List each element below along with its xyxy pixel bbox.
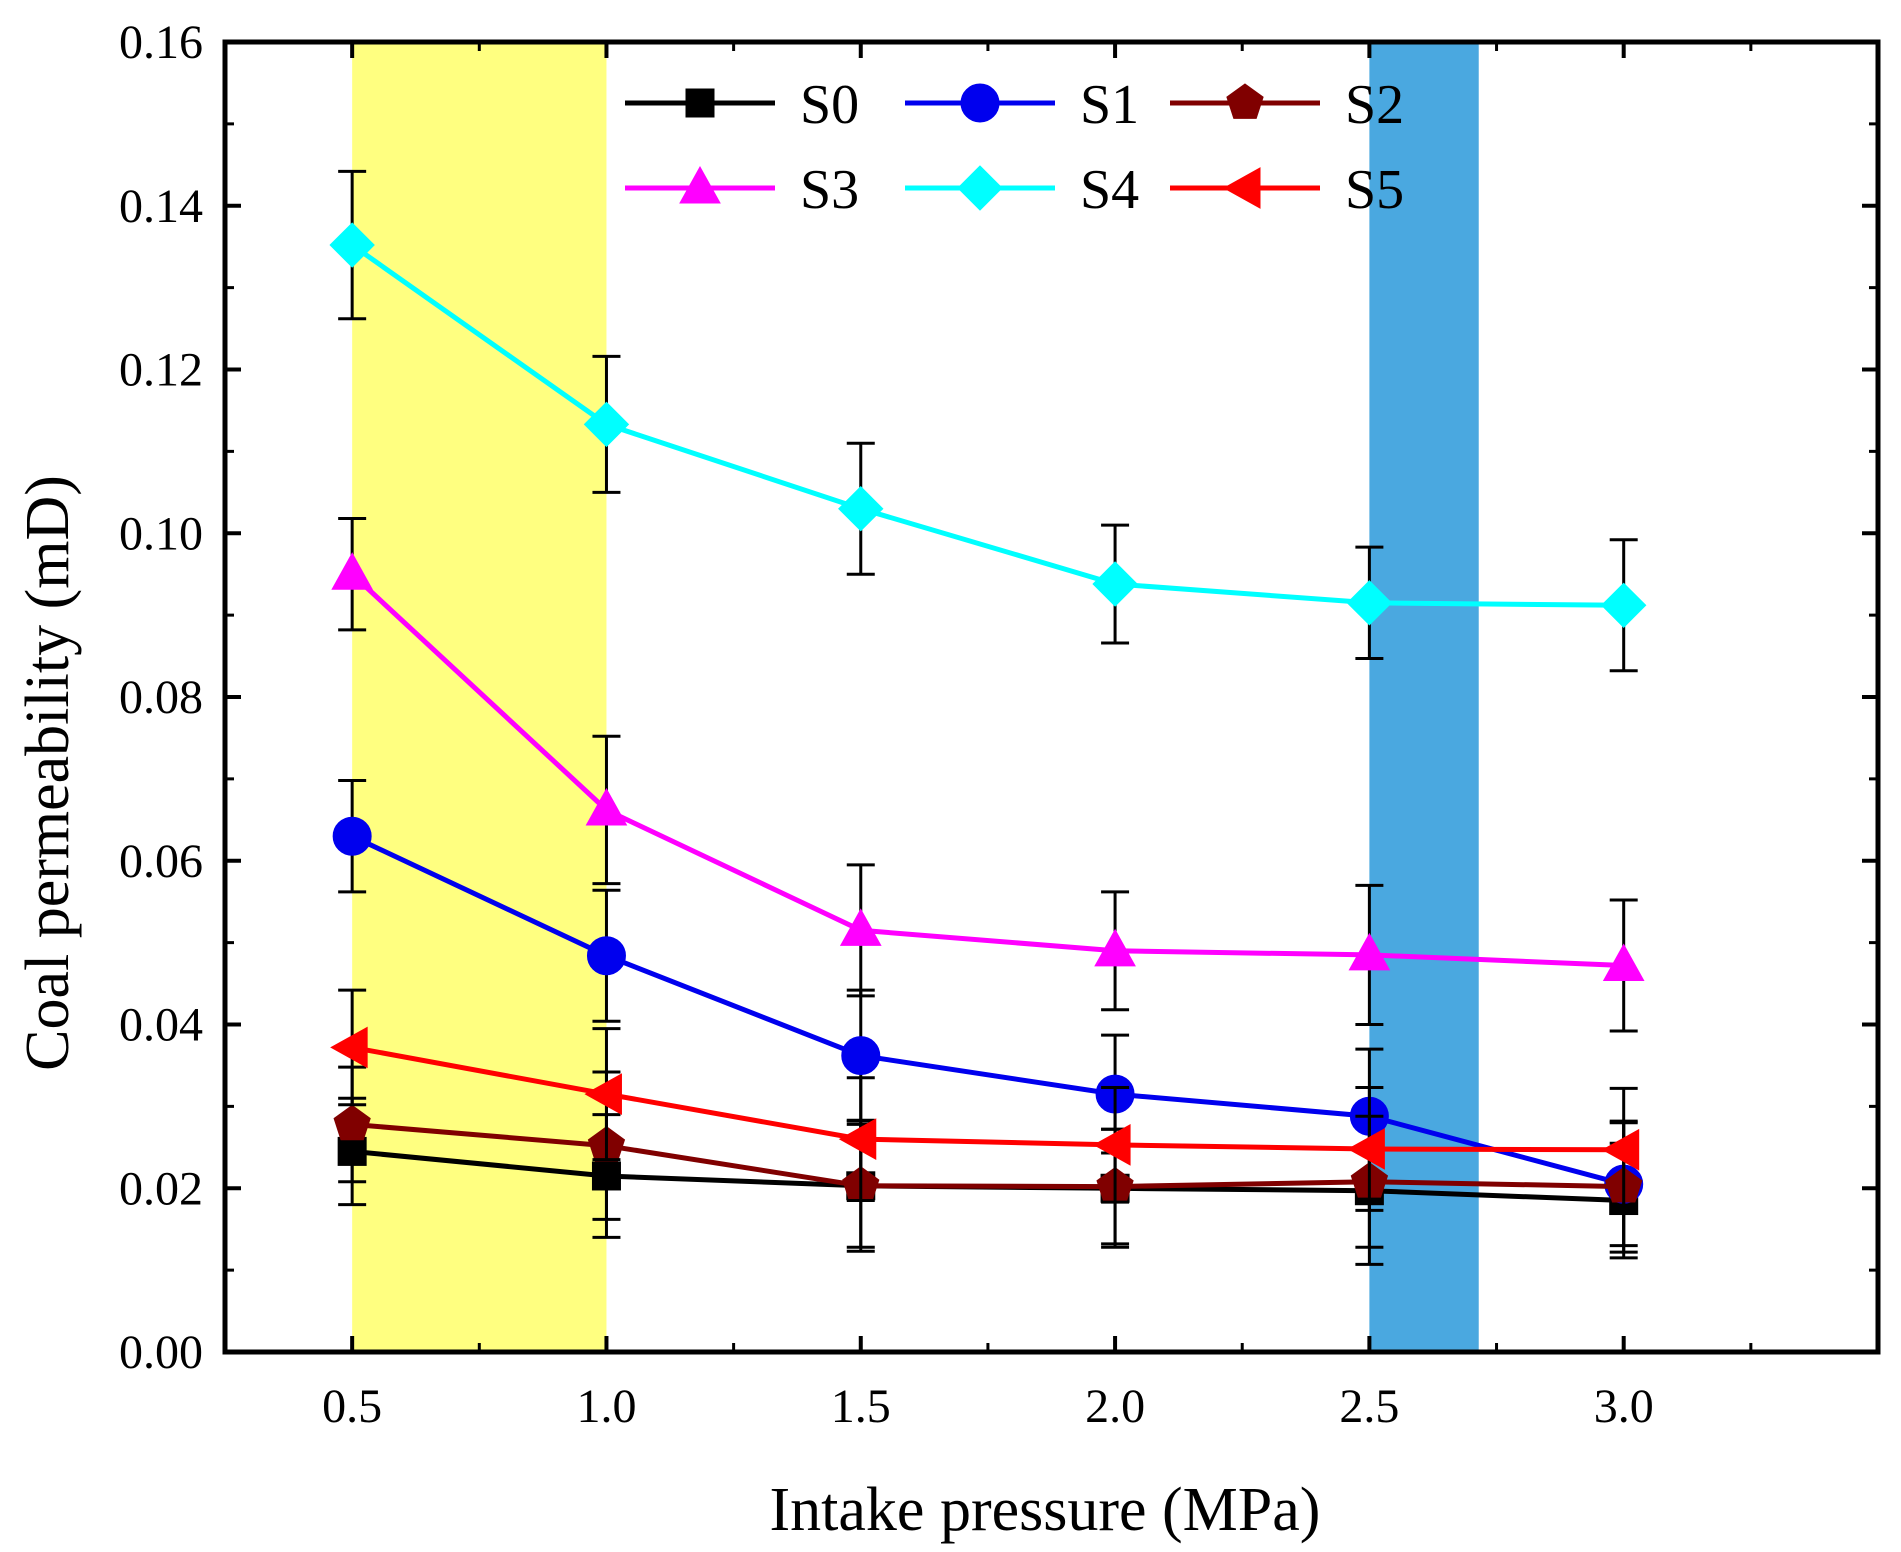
data-point-S3	[585, 787, 628, 826]
x-tick-label: 1.0	[576, 1380, 636, 1433]
series-S4	[329, 169, 1647, 673]
series-line-S5	[351, 1044, 1624, 1153]
legend: S0 S1 S2 S3 S4 S5	[625, 74, 1404, 221]
data-point-S4	[1346, 580, 1393, 626]
legend-label: S2	[1345, 74, 1404, 136]
data-point-S3	[1602, 943, 1645, 982]
x-axis-title: Intake pressure (MPa)	[770, 1476, 1321, 1544]
x-tick-label: 1.5	[831, 1380, 891, 1433]
data-point-S5	[330, 1026, 368, 1069]
data-point-S4	[1600, 582, 1647, 629]
legend-marker	[960, 83, 1000, 123]
shaded-region-1	[1369, 42, 1479, 1352]
series-line-S3	[350, 572, 1624, 968]
shaded-regions	[352, 42, 1479, 1352]
data-point-S4	[838, 485, 884, 532]
y-tick-label: 0.06	[119, 835, 203, 888]
y-tick-label: 0.02	[119, 1162, 203, 1215]
data-point-S2	[333, 1104, 371, 1141]
legend-marker	[1222, 167, 1261, 209]
series-S5	[330, 988, 1640, 1213]
legend-marker	[957, 165, 1003, 211]
data-point-S1	[332, 816, 372, 856]
data-point-S4	[1092, 561, 1138, 607]
legend-item-S3: S3	[625, 159, 859, 221]
y-tick-label: 0.08	[119, 671, 203, 724]
data-point-S5	[584, 1073, 622, 1115]
x-tick-label: 0.5	[322, 1380, 382, 1433]
x-tick-label: 2.0	[1085, 1380, 1145, 1433]
legend-label: S1	[1080, 74, 1139, 136]
data-point-S5	[1347, 1128, 1385, 1170]
y-axis-title: Coal permeability (mD)	[14, 475, 82, 1071]
legend-item-S0: S0	[625, 74, 859, 136]
data-point-S3	[839, 908, 882, 946]
legend-label: S5	[1345, 159, 1404, 221]
y-tick-label: 0.16	[119, 16, 203, 69]
y-tick-label: 0.12	[119, 344, 203, 397]
series-line-S4	[350, 243, 1624, 608]
series-S3	[331, 517, 1645, 1033]
data-point-S4	[583, 401, 630, 448]
data-point-S4	[329, 222, 375, 268]
data-point-S3	[1094, 928, 1136, 967]
legend-marker	[1226, 83, 1264, 119]
axes: 0.00 0.02 0.04 0.06 0.08 0.10 0.12 0.14 0.16 0.5 1…	[119, 16, 1881, 1433]
legend-item-S4: S4	[905, 159, 1139, 221]
legend-item-S1: S1	[905, 74, 1139, 136]
legend-label: S3	[800, 159, 859, 221]
data-point-S5	[838, 1118, 877, 1160]
legend-label: S4	[1080, 159, 1139, 221]
y-tick-label: 0.00	[119, 1326, 203, 1379]
data-point-S5	[1601, 1128, 1640, 1171]
data-point-S5	[1093, 1124, 1131, 1166]
data-point-S1	[586, 936, 626, 976]
series-lines	[329, 169, 1647, 1266]
x-tick-label: 3.0	[1594, 1380, 1654, 1433]
series-line-S1	[351, 833, 1625, 1187]
legend-marker	[679, 165, 721, 204]
data-point-S3	[1348, 932, 1391, 971]
legend-item-S5: S5	[1170, 159, 1404, 221]
y-tick-label: 0.04	[119, 999, 203, 1052]
y-tick-label: 0.14	[119, 180, 203, 233]
series-line-S2	[351, 1121, 1624, 1190]
legend-label: S0	[800, 74, 859, 136]
legend-item-S2: S2	[1170, 74, 1404, 136]
legend-marker	[685, 88, 715, 118]
data-point-S3	[331, 552, 374, 590]
data-point-S1	[841, 1036, 881, 1076]
x-tick-label: 2.5	[1339, 1380, 1399, 1433]
y-tick-label: 0.10	[119, 507, 203, 560]
